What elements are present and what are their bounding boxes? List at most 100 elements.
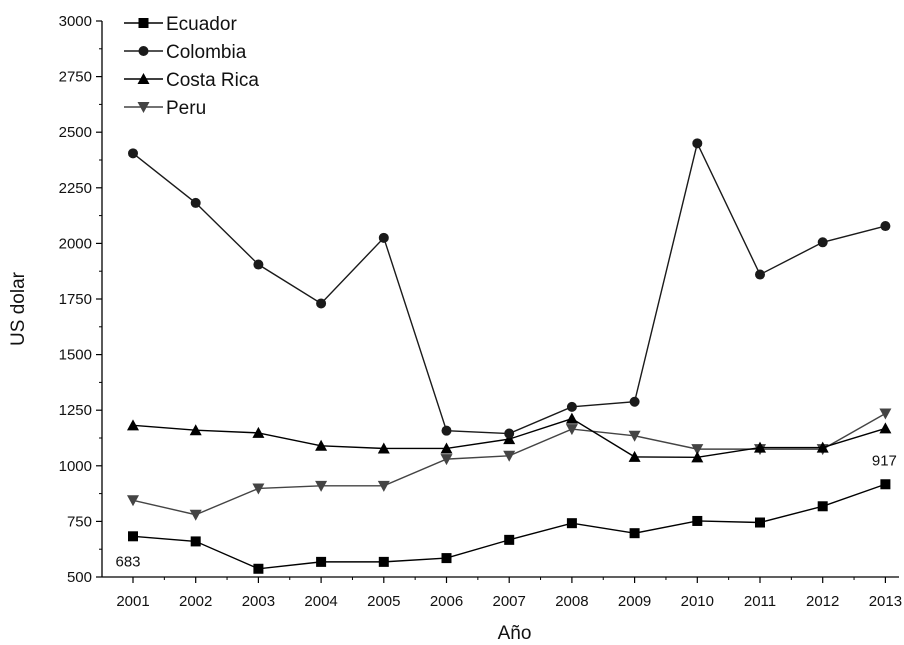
legend-marker — [138, 46, 149, 56]
data-point-costa-rica — [754, 441, 766, 453]
data-point-ecuador — [441, 553, 452, 564]
data-point-ecuador — [316, 556, 327, 567]
legend-label: Colombia — [166, 42, 247, 63]
y-tick-label: 1000 — [59, 458, 92, 475]
y-axis-title: US dolar — [8, 271, 29, 346]
x-tick-label: 2004 — [304, 593, 337, 610]
data-point-peru — [503, 450, 516, 462]
data-point-peru — [377, 480, 390, 492]
data-point-costa-rica — [315, 439, 328, 451]
data-point-costa-rica — [816, 441, 829, 453]
legend-label: Ecuador — [166, 14, 237, 35]
data-point-colombia — [817, 237, 828, 248]
y-tick-label: 3000 — [59, 13, 92, 30]
data-point-colombia — [566, 401, 577, 412]
data-point-costa-rica — [440, 442, 453, 454]
x-tick-label: 2005 — [367, 593, 400, 610]
series-line-colombia — [132, 141, 886, 435]
data-point-costa-rica — [691, 451, 704, 463]
data-point-colombia — [441, 425, 452, 436]
y-tick-label: 2000 — [59, 235, 92, 252]
data-point-costa-rica — [503, 433, 516, 445]
y-tick-label: 1500 — [59, 347, 92, 364]
x-tick-label: 2008 — [555, 593, 588, 610]
y-tick-label: 1250 — [59, 402, 92, 419]
series-layer: 683 917 — [115, 138, 897, 574]
data-point-peru — [440, 454, 453, 466]
data-point-peru — [565, 424, 578, 436]
data-point-ecuador — [755, 517, 765, 528]
legend: Ecuador Colombia Costa Rica Peru — [124, 14, 259, 119]
data-point-colombia — [504, 428, 515, 439]
data-point-colombia — [692, 138, 703, 149]
legend-marker — [137, 73, 150, 84]
data-point-costa-rica — [879, 422, 892, 434]
legend-item-ecuador: Ecuador — [124, 14, 237, 35]
y-tick-label: 2500 — [59, 124, 92, 141]
x-tick-label: 2003 — [242, 593, 275, 610]
x-tick-label: 2013 — [869, 593, 902, 610]
data-point-colombia — [253, 259, 264, 270]
data-point-ecuador — [880, 479, 891, 490]
data-point-colombia — [378, 232, 389, 243]
data-point-costa-rica — [565, 412, 578, 424]
data-point-peru — [189, 509, 202, 521]
x-tick-label: 2006 — [430, 593, 463, 610]
data-point-ecuador — [128, 531, 138, 542]
y-tick-label: 750 — [67, 513, 92, 530]
legend-marker — [137, 102, 150, 113]
data-point-ecuador — [629, 528, 640, 539]
data-point-ecuador — [566, 518, 577, 529]
data-point-colombia — [629, 396, 640, 407]
data-point-ecuador — [817, 501, 828, 512]
y-tick-label: 1750 — [59, 291, 92, 308]
data-point-costa-rica — [189, 424, 202, 436]
x-tick-label: 2002 — [179, 593, 212, 610]
legend-item-costa-rica: Costa Rica — [124, 70, 259, 91]
axes: 500 750 1000 1250 1500 1750 2000 2250 2500 2750 30… — [59, 13, 902, 610]
series-colombia — [128, 138, 891, 439]
data-point-peru — [628, 430, 641, 442]
data-point-peru — [315, 480, 328, 492]
data-point-costa-rica — [628, 450, 641, 462]
data-point-ecuador — [504, 534, 515, 545]
x-tick-label: 2012 — [806, 593, 839, 610]
legend-marker — [138, 18, 149, 28]
data-point-colombia — [755, 269, 765, 280]
data-point-ecuador — [378, 556, 389, 567]
y-tick-label: 2750 — [59, 69, 92, 86]
legend-item-peru: Peru — [124, 98, 206, 119]
y-tick-label: 2250 — [59, 180, 92, 197]
x-tick-label: 2011 — [744, 593, 776, 610]
data-point-ecuador — [190, 536, 201, 547]
data-point-colombia — [128, 148, 138, 159]
data-point-peru — [691, 444, 704, 456]
data-point-costa-rica — [252, 426, 265, 438]
x-tick-label: 2007 — [493, 593, 526, 610]
data-label: 683 — [115, 553, 140, 570]
series-peru — [127, 408, 892, 521]
data-point-colombia — [316, 298, 327, 309]
legend-item-colombia: Colombia — [124, 42, 247, 63]
series-ecuador — [128, 479, 891, 574]
x-tick-label: 2009 — [618, 593, 651, 610]
data-point-costa-rica — [377, 442, 390, 454]
data-label: 917 — [872, 452, 897, 469]
data-point-peru — [127, 495, 139, 507]
x-tick-label: 2010 — [681, 593, 714, 610]
legend-label: Peru — [166, 98, 206, 119]
data-point-ecuador — [253, 563, 264, 574]
data-point-colombia — [190, 197, 201, 208]
data-point-ecuador — [692, 515, 703, 526]
data-point-peru — [879, 408, 892, 420]
data-point-peru — [252, 483, 265, 495]
x-tick-label: 2001 — [116, 593, 149, 610]
series-line-ecuador — [132, 483, 886, 570]
series-costa-rica — [127, 412, 892, 463]
data-point-costa-rica — [127, 419, 139, 431]
legend-label: Costa Rica — [166, 70, 259, 91]
y-tick-label: 500 — [67, 569, 92, 586]
data-point-colombia — [880, 221, 891, 232]
x-axis-title: Año — [498, 623, 532, 644]
